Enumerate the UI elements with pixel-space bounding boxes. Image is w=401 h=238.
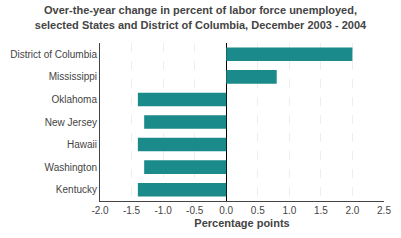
svg-text:New Jersey: New Jersey	[45, 117, 97, 128]
svg-text:1.0: 1.0	[282, 205, 296, 216]
svg-text:Over-the-year change in percen: Over-the-year change in percent of labor…	[35, 4, 367, 30]
svg-text:-2.0: -2.0	[91, 205, 109, 216]
svg-text:0.0: 0.0	[219, 205, 233, 216]
svg-text:1.5: 1.5	[314, 205, 328, 216]
svg-text:Mississippi: Mississippi	[49, 71, 97, 82]
svg-text:-0.5: -0.5	[186, 205, 204, 216]
svg-text:Oklahoma: Oklahoma	[51, 94, 97, 105]
svg-text:Hawaii: Hawaii	[67, 139, 97, 150]
svg-text:Kentucky: Kentucky	[56, 184, 97, 195]
svg-text:2.0: 2.0	[345, 205, 359, 216]
svg-text:District of Columbia: District of Columbia	[10, 49, 97, 60]
svg-text:-1.0: -1.0	[154, 205, 172, 216]
svg-text:2.5: 2.5	[377, 205, 391, 216]
svg-text:Percentage points: Percentage points	[194, 217, 289, 229]
svg-text:Washington: Washington	[45, 162, 97, 173]
svg-text:0.5: 0.5	[251, 205, 265, 216]
svg-text:-1.5: -1.5	[123, 205, 141, 216]
